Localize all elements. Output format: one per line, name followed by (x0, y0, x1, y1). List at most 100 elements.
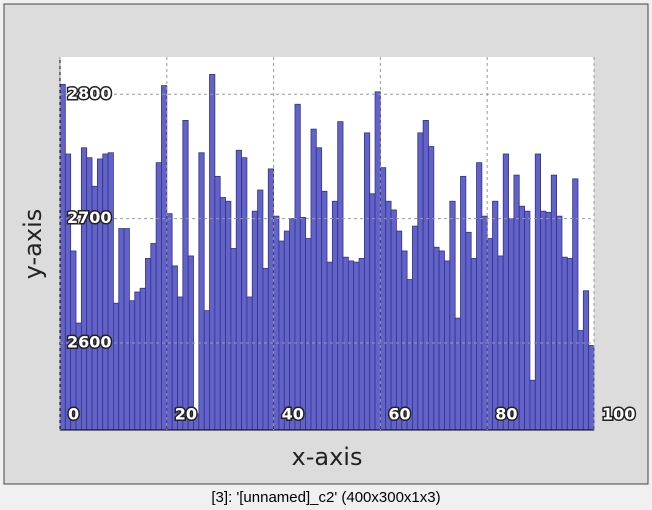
bar (145, 258, 152, 431)
y-tick-label: 2700 (67, 208, 112, 227)
bar (107, 152, 114, 431)
bar (390, 209, 397, 431)
bar (588, 345, 595, 431)
bar (230, 248, 237, 431)
bar (385, 200, 392, 431)
bar (278, 240, 285, 431)
bar (209, 74, 216, 431)
bar (363, 132, 371, 431)
x-axis-label: x-axis (292, 443, 363, 471)
x-tick-label: 80 (495, 405, 517, 424)
bar (454, 317, 461, 431)
bar (150, 243, 157, 431)
bar (545, 212, 552, 431)
bar (283, 230, 291, 431)
bar (102, 153, 109, 431)
bar (267, 168, 275, 431)
bar (305, 238, 312, 431)
bar (572, 178, 579, 431)
y-tick-label: 2800 (67, 84, 112, 103)
bar (379, 167, 387, 431)
bar (470, 258, 477, 431)
bar (401, 250, 408, 431)
bar (80, 147, 88, 431)
bar (139, 287, 146, 431)
bar (326, 261, 333, 431)
bar (412, 225, 419, 431)
bar (577, 330, 584, 431)
bar (417, 132, 424, 431)
bar (556, 215, 563, 431)
plot (59, 74, 595, 431)
bar (486, 238, 493, 431)
bar (315, 147, 323, 431)
bar (129, 300, 136, 431)
y-axis-label: y-axis (19, 209, 47, 280)
bar (214, 175, 221, 431)
bar (529, 379, 536, 431)
bar (518, 205, 525, 431)
bar (428, 146, 435, 431)
bar (203, 310, 210, 431)
bar (582, 290, 590, 431)
bar (134, 291, 141, 431)
bar (566, 258, 574, 431)
bar (476, 162, 483, 431)
x-tick-label: 60 (388, 405, 410, 424)
bar (438, 250, 445, 431)
window-caption: [3]: '[unnamed]_c2' (400x300x1x3) (211, 489, 440, 506)
bar (460, 175, 467, 431)
bar (534, 153, 542, 431)
bar (257, 189, 264, 431)
bar (433, 246, 440, 431)
bar (155, 162, 162, 431)
bar (219, 197, 226, 431)
bar (96, 158, 104, 431)
bar (481, 215, 488, 431)
bar (524, 210, 531, 431)
bar (369, 193, 376, 431)
bar (251, 210, 258, 431)
bar (374, 91, 381, 431)
bar (273, 215, 280, 431)
x-tick-label: 100 (602, 405, 635, 424)
bar (310, 128, 317, 431)
bar (396, 230, 403, 431)
bar (294, 103, 301, 431)
bar (422, 120, 429, 431)
bar (123, 228, 130, 431)
bar (118, 228, 125, 431)
bar (465, 231, 472, 431)
bar (299, 216, 307, 431)
bar (358, 258, 365, 431)
bar (449, 200, 456, 431)
bar (198, 152, 205, 431)
bar (113, 302, 120, 431)
bar (262, 267, 269, 431)
x-tick-label: 0 (68, 405, 79, 424)
bar (347, 260, 355, 431)
bar (182, 120, 189, 431)
bar (513, 174, 520, 431)
bar (540, 210, 547, 431)
bar (64, 153, 72, 431)
bar (321, 190, 328, 431)
bar (561, 256, 568, 431)
bar (353, 261, 360, 431)
bar (246, 296, 253, 431)
bar (550, 174, 558, 431)
bar (502, 153, 509, 431)
bar (241, 157, 248, 431)
bar (342, 256, 349, 431)
bar (59, 83, 66, 431)
bar (337, 121, 344, 431)
bar (331, 200, 339, 431)
bar (235, 149, 242, 431)
bar (444, 260, 451, 431)
bar (289, 218, 296, 431)
bar (86, 157, 93, 431)
bar (492, 200, 499, 431)
bar (508, 218, 515, 431)
x-tick-label: 20 (175, 405, 197, 424)
